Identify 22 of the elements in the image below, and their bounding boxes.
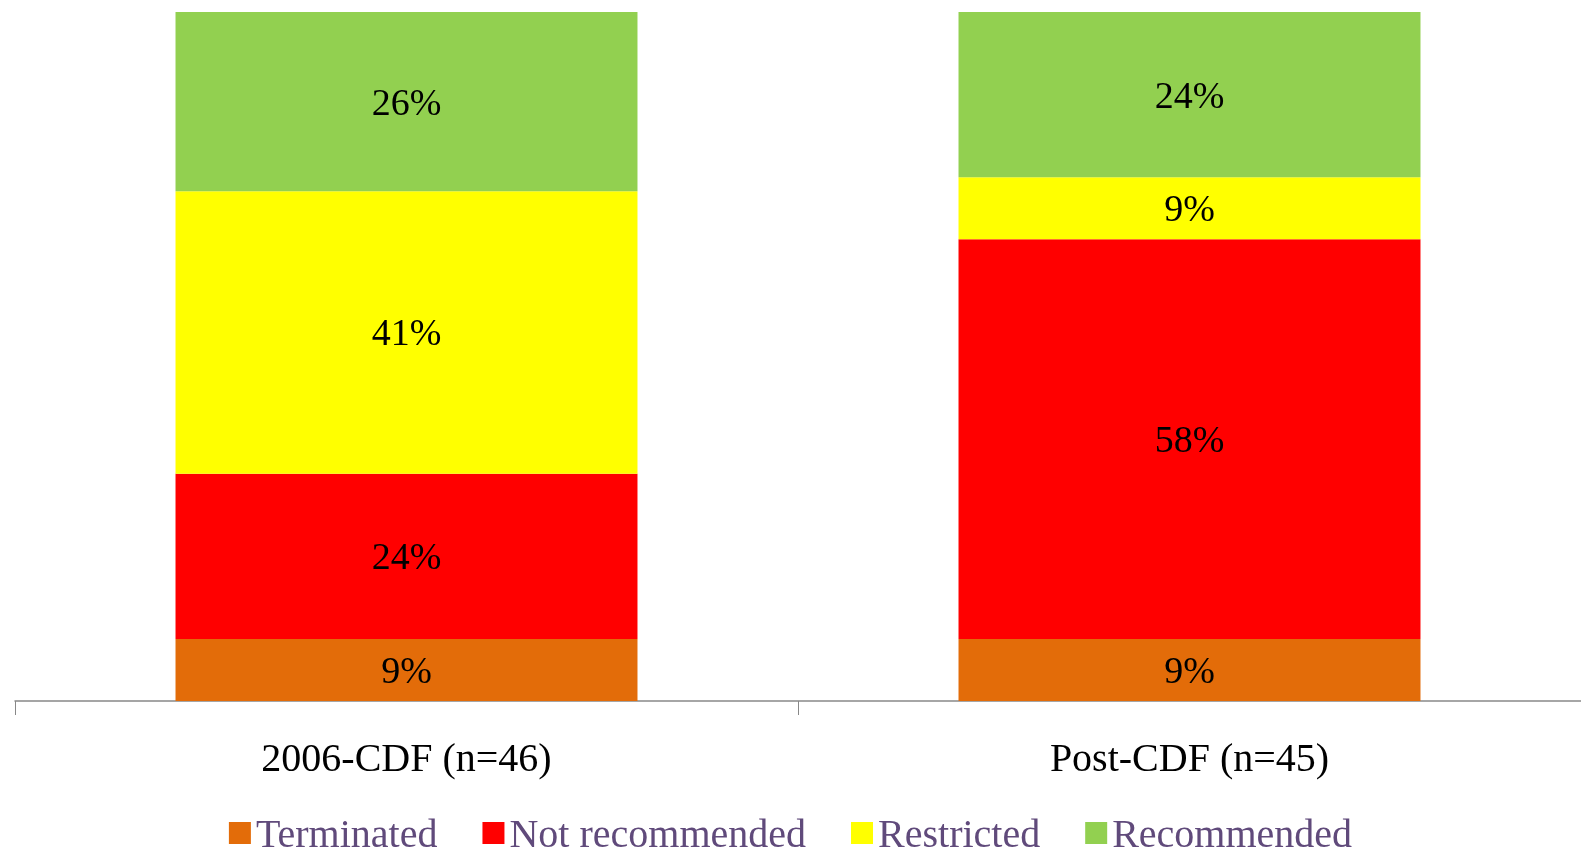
x-tick-label: 2006-CDF (n=46) [261,734,552,780]
legend-label: Not recommended [509,810,807,856]
legend-label: Terminated [255,810,438,856]
data-label: 9% [381,648,432,691]
bar [175,191,638,474]
bar [175,12,638,192]
bar [958,239,1421,639]
data-label: 9% [1164,648,1215,691]
legend-label: Recommended [1112,810,1353,856]
bar [175,473,638,639]
data-label: 24% [1154,73,1225,116]
bar [958,12,1421,178]
data-label: 58% [1154,418,1225,461]
data-label: 41% [371,311,442,354]
data-label: 24% [371,535,442,578]
x-tick-label: Post-CDF (n=45) [1049,734,1330,780]
data-label: 26% [371,80,442,123]
data-label: 9% [1164,187,1215,230]
bar [175,638,638,701]
bar [958,177,1421,240]
legend-label: Restricted [878,810,1041,856]
bar [958,638,1421,701]
